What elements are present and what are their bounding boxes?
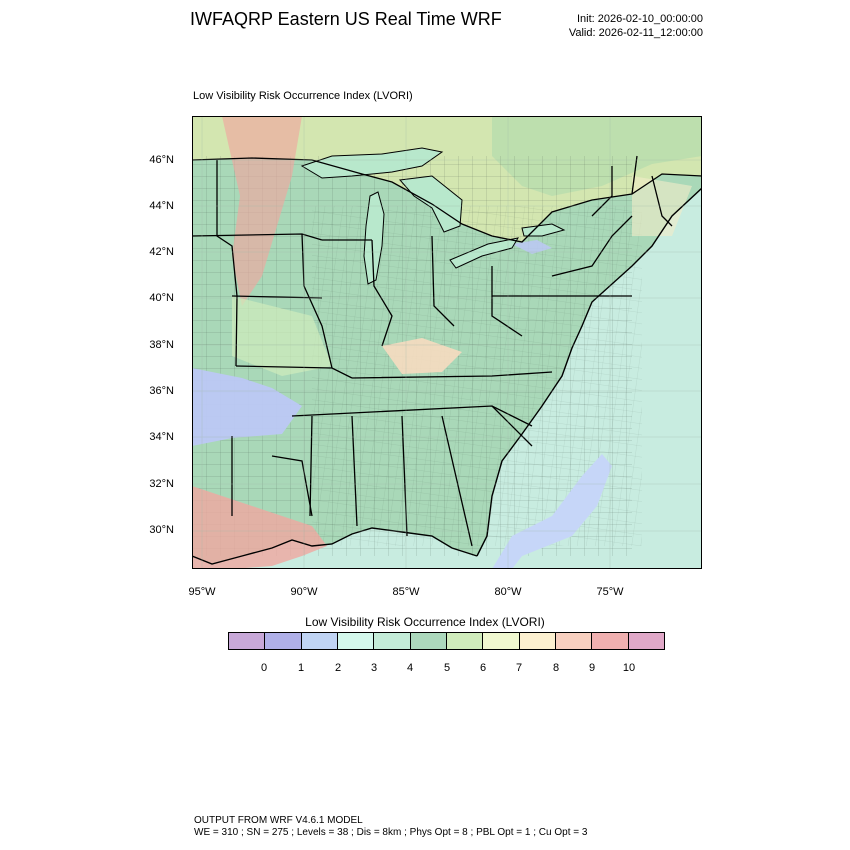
gulf-coastline (192, 527, 478, 565)
field-title: Low Visibility Risk Occurrence Index (LV… (193, 90, 413, 102)
colorbar-tick-10: 10 (622, 662, 636, 674)
colorbar-tick-7: 7 (515, 662, 523, 674)
low-risk-atlantic (492, 454, 612, 569)
state-boundaries (192, 155, 702, 547)
lat-label-38n: 38°N (149, 339, 174, 351)
lat-label-42n: 42°N (149, 246, 174, 258)
colorbar-swatch-0 (229, 633, 266, 649)
colorbar-swatch-6 (446, 633, 484, 649)
high-risk-appalachia (382, 338, 462, 374)
atlantic-coastline (476, 187, 702, 557)
high-risk-west (222, 116, 302, 306)
colorbar-swatch-5 (410, 633, 447, 649)
graticule (192, 116, 702, 569)
lake-michigan (363, 191, 385, 285)
colorbar-tick-9: 9 (588, 662, 596, 674)
colorbar-swatch-10 (592, 633, 629, 649)
colorbar-tick-1: 1 (297, 662, 305, 674)
low-risk-oklahoma (192, 368, 302, 446)
high-risk-south (192, 486, 327, 569)
lat-label-40n: 40°N (149, 292, 174, 304)
colorbar-tick-2: 2 (334, 662, 342, 674)
lat-label-34n: 34°N (149, 431, 174, 443)
colorbar-swatch-8 (519, 633, 556, 649)
lat-label-46n: 46°N (149, 154, 174, 166)
colorbar-swatch-4 (374, 633, 411, 649)
lake-erie (449, 237, 520, 269)
valid-time: Valid: 2026-02-11_12:00:00 (568, 27, 703, 39)
plot-title: IWFAQRP Eastern US Real Time WRF (190, 9, 502, 29)
colorbar-swatch-3 (337, 633, 375, 649)
lon-label-80w: 80°W (494, 586, 522, 598)
colorbar-tick-0: 0 (260, 662, 268, 674)
lon-label-95w: 95°W (188, 586, 216, 598)
model-info-line-2: WE = 310 ; SN = 275 ; Levels = 38 ; Dis … (194, 827, 588, 838)
colorbar (228, 632, 665, 650)
colorbar-tick-4: 4 (406, 662, 414, 674)
lon-label-85w: 85°W (392, 586, 420, 598)
lake-ontario (521, 223, 566, 237)
lat-label-30n: 30°N (149, 524, 174, 536)
colorbar-tick-3: 3 (370, 662, 378, 674)
model-info-line-1: OUTPUT FROM WRF V4.6.1 MODEL (194, 815, 363, 826)
medium-risk-plains (232, 296, 332, 376)
lat-label-44n: 44°N (149, 200, 174, 212)
colorbar-swatch-7 (483, 633, 520, 649)
colorbar-tick-8: 8 (552, 662, 560, 674)
lat-label-36n: 36°N (149, 385, 174, 397)
colorbar-swatch-9 (555, 633, 593, 649)
lake-superior (300, 147, 444, 179)
colorbar-title: Low Visibility Risk Occurrence Index (LV… (305, 615, 545, 629)
colorbar-tick-5: 5 (443, 662, 451, 674)
low-risk-lake-erie (512, 240, 552, 254)
map-frame (192, 116, 702, 569)
lat-label-32n: 32°N (149, 478, 174, 490)
lon-label-75w: 75°W (596, 586, 624, 598)
lon-label-90w: 90°W (290, 586, 318, 598)
colorbar-tick-6: 6 (479, 662, 487, 674)
colorbar-swatch-11 (628, 633, 664, 649)
init-time: Init: 2026-02-10_00:00:00 (577, 13, 703, 25)
map-panel (192, 116, 702, 569)
colorbar-swatch-2 (301, 633, 338, 649)
colorbar-swatch-1 (265, 633, 302, 649)
